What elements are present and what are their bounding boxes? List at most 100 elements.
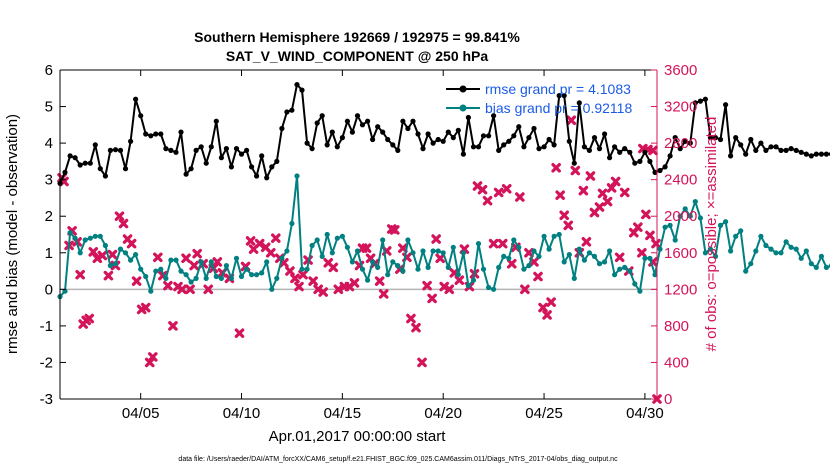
bias-point xyxy=(536,253,542,259)
bias-point xyxy=(793,246,799,252)
y-tick-label-left: 6 xyxy=(45,62,53,79)
rmse-point xyxy=(773,144,779,150)
bias-point xyxy=(193,275,199,281)
obs-cross-stroke xyxy=(88,247,99,257)
bias-point xyxy=(632,281,638,287)
obs-cross-stroke xyxy=(114,211,125,222)
bias-point xyxy=(642,255,648,261)
bias-point xyxy=(758,233,764,239)
obs-cross-stroke xyxy=(619,187,630,198)
rmse-point xyxy=(349,129,355,135)
x-axis-label: Apr.01,2017 00:00:00 start xyxy=(269,428,447,445)
obs-assimilated-point xyxy=(641,209,651,220)
bias-point xyxy=(254,272,260,278)
legend-rmse-marker xyxy=(459,85,467,93)
rmse-point xyxy=(405,125,411,132)
rmse-point xyxy=(370,136,376,143)
obs-assimilated-point xyxy=(597,188,608,199)
obs-cross-stroke xyxy=(308,276,318,286)
rmse-point xyxy=(400,118,406,124)
bias-point xyxy=(183,272,189,278)
rmse-point xyxy=(304,140,310,146)
rmse-point xyxy=(279,125,285,132)
rmse-point xyxy=(455,127,461,133)
obs-assimilated-point xyxy=(538,302,548,313)
bias-point xyxy=(279,255,285,261)
obs-cross-stroke xyxy=(435,253,445,264)
bias-point xyxy=(612,272,618,278)
obs-cross-stroke xyxy=(378,289,389,299)
obs-cross-stroke xyxy=(374,276,385,286)
chart-title: Southern Hemisphere 192669 / 192975 = 99… xyxy=(194,29,520,45)
obs-cross-stroke xyxy=(506,258,517,269)
obs-assimilated-point xyxy=(633,222,643,232)
bias-point xyxy=(77,250,83,256)
obs-cross-stroke xyxy=(524,247,534,258)
bias-point xyxy=(385,272,391,278)
rmse-point xyxy=(445,129,451,135)
bias-series-line xyxy=(59,175,830,298)
bias-point xyxy=(753,248,759,254)
obs-assimilated-point xyxy=(581,237,592,247)
bias-point xyxy=(264,259,270,265)
bias-point xyxy=(365,277,371,283)
obs-cross-stroke xyxy=(427,293,437,304)
bias-point xyxy=(743,268,749,274)
obs-cross-stroke xyxy=(203,284,214,295)
y-tick-label-left: 1 xyxy=(45,245,53,262)
obs-assimilated-point xyxy=(435,253,445,264)
obs-cross-stroke xyxy=(555,190,565,201)
obs-cross-stroke xyxy=(158,270,168,281)
bias-point xyxy=(475,241,482,247)
rmse-point xyxy=(425,131,431,137)
x-tick-label: 04/15 xyxy=(324,405,362,422)
bias-point xyxy=(622,264,628,270)
bias-point xyxy=(657,246,663,252)
rmse-point xyxy=(581,144,588,150)
obs-assimilated-point xyxy=(265,247,276,258)
obs-assimilated-point xyxy=(570,165,581,176)
obs-cross-stroke xyxy=(454,275,465,285)
bias-point xyxy=(803,248,809,254)
rmse-point xyxy=(607,155,613,161)
obs-assimilated-point xyxy=(427,293,437,304)
bias-point xyxy=(319,253,325,259)
bias-point xyxy=(596,261,603,267)
obs-assimilated-point xyxy=(374,276,385,286)
rmse-point xyxy=(763,147,769,153)
rmse-point xyxy=(77,162,83,168)
rmse-point xyxy=(738,142,744,148)
rmse-point xyxy=(274,158,280,164)
obs-assimilated-point xyxy=(285,266,295,276)
obs-cross-stroke xyxy=(597,188,608,199)
obs-assimilated-point xyxy=(610,176,621,187)
obs-assimilated-point xyxy=(398,243,408,254)
rmse-point xyxy=(289,107,295,113)
bias-point xyxy=(566,252,572,258)
obs-cross-stroke xyxy=(92,253,103,264)
obs-cross-stroke xyxy=(488,238,499,249)
obs-cross-stroke xyxy=(538,302,548,313)
bias-point xyxy=(541,233,547,239)
obs-assimilated-point xyxy=(524,247,534,258)
bias-point xyxy=(682,206,688,212)
rmse-point xyxy=(122,166,129,172)
bias-point xyxy=(450,244,456,250)
bias-point xyxy=(808,261,814,267)
rmse-point xyxy=(728,153,734,159)
obs-cross-stroke xyxy=(103,270,114,281)
obs-assimilated-point xyxy=(153,252,163,263)
obs-assimilated-point xyxy=(361,243,372,254)
obs-assimilated-point xyxy=(578,185,589,196)
x-tick-label: 04/25 xyxy=(525,405,563,422)
y-tick-label-left: 2 xyxy=(45,208,53,225)
rmse-point xyxy=(667,153,673,159)
rmse-point xyxy=(733,135,739,141)
rmse-point xyxy=(390,142,396,148)
bias-point xyxy=(738,228,744,234)
obs-assimilated-point xyxy=(92,253,103,264)
obs-cross-stroke xyxy=(323,258,334,268)
rmse-point xyxy=(551,142,557,148)
rmse-point xyxy=(521,144,527,150)
rmse-point xyxy=(707,135,714,141)
